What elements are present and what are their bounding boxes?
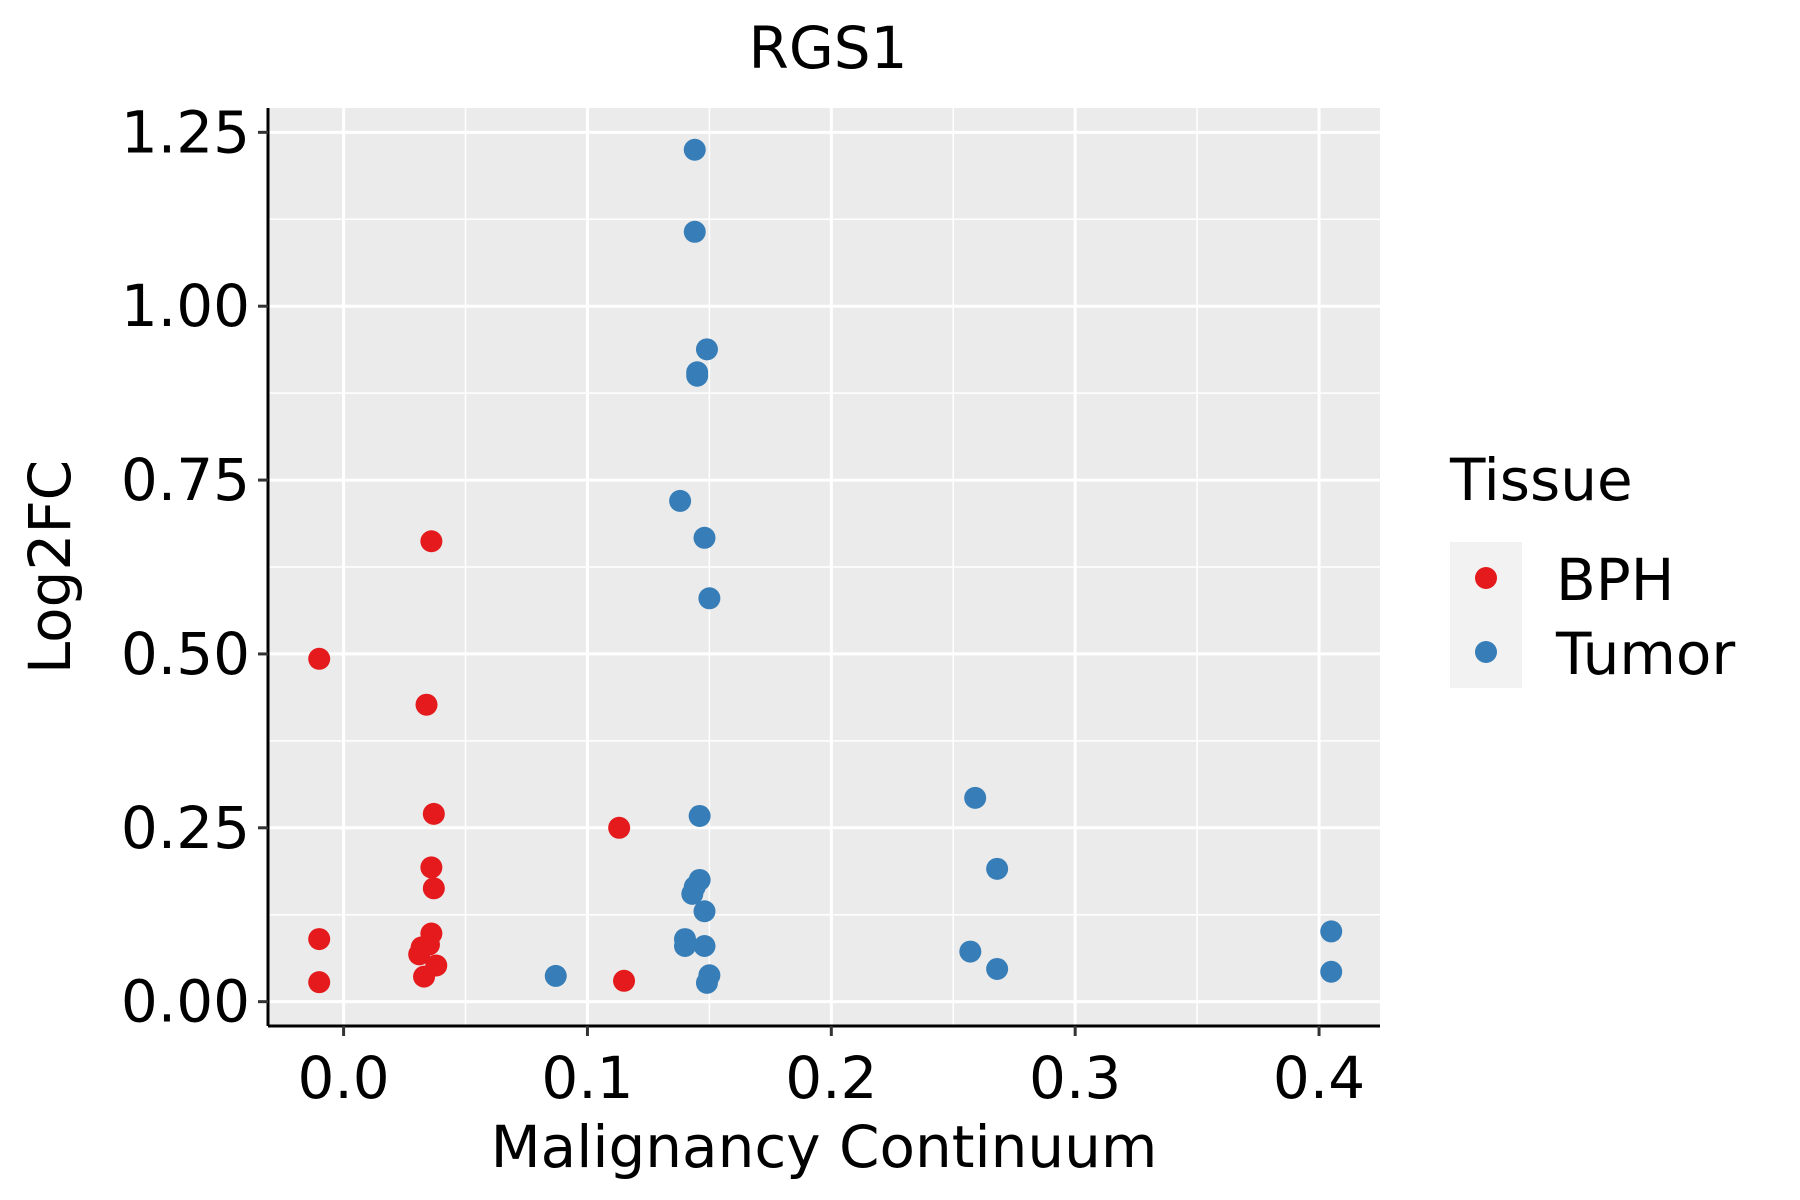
point-tumor — [681, 882, 704, 905]
y-axis-label: Log2FC — [16, 460, 84, 674]
y-tick-label: 1.25 — [121, 98, 250, 166]
x-tick-label: 0.0 — [297, 1044, 389, 1112]
point-tumor — [688, 804, 711, 827]
point-bph — [420, 856, 443, 879]
point-tumor — [686, 364, 709, 387]
point-tumor — [544, 964, 567, 987]
x-axis-label: Malignancy Continuum — [491, 1113, 1158, 1181]
point-tumor — [693, 526, 716, 549]
y-tick-label: 1.00 — [121, 272, 250, 340]
legend-label-bph: BPH — [1556, 546, 1674, 614]
point-bph — [420, 530, 443, 553]
point-tumor — [959, 940, 982, 963]
x-axis-ticks: 0.0 0.1 0.2 0.3 0.4 — [297, 1026, 1365, 1112]
point-tumor — [669, 489, 692, 512]
point-bph — [422, 802, 445, 825]
point-tumor — [683, 220, 706, 243]
y-tick-label: 0.75 — [121, 446, 250, 514]
legend-keys-bg — [1450, 542, 1522, 688]
point-tumor — [693, 900, 716, 923]
point-bph — [308, 971, 331, 994]
grid-major — [268, 108, 1380, 1026]
point-tumor — [1320, 960, 1343, 983]
point-tumor — [674, 935, 696, 958]
point-bph — [415, 693, 438, 716]
points-layer — [308, 138, 1343, 994]
x-tick-label: 0.2 — [785, 1044, 877, 1112]
point-tumor — [698, 587, 721, 610]
point-tumor — [693, 935, 716, 958]
point-bph — [413, 965, 436, 988]
point-tumor — [964, 786, 987, 809]
legend-title: Tissue — [1449, 446, 1633, 514]
point-tumor — [683, 138, 706, 161]
point-bph — [408, 943, 431, 966]
point-bph — [308, 647, 331, 670]
point-tumor — [695, 338, 718, 361]
x-tick-label: 0.3 — [1029, 1044, 1121, 1112]
x-tick-label: 0.1 — [541, 1044, 633, 1112]
legend-key-tumor — [1475, 641, 1497, 663]
y-tick-label: 0.00 — [121, 968, 250, 1036]
grid-minor — [268, 108, 1380, 1026]
legend-key-bph — [1475, 567, 1497, 589]
point-tumor — [986, 957, 1009, 980]
chart-title: RGS1 — [749, 14, 908, 82]
point-bph — [308, 928, 331, 951]
point-bph — [613, 969, 636, 992]
y-tick-label: 0.50 — [121, 620, 250, 688]
y-tick-label: 0.25 — [121, 794, 250, 862]
point-bph — [608, 816, 631, 839]
x-tick-label: 0.4 — [1273, 1044, 1365, 1112]
point-bph — [422, 877, 445, 900]
y-axis-ticks: 0.00 0.25 0.50 0.75 1.00 1.25 — [121, 98, 268, 1036]
legend-label-tumor: Tumor — [1555, 620, 1735, 688]
point-tumor — [986, 857, 1009, 880]
point-tumor — [695, 971, 718, 994]
point-tumor — [1320, 920, 1343, 943]
legend: Tissue BPH Tumor — [1449, 446, 1735, 688]
